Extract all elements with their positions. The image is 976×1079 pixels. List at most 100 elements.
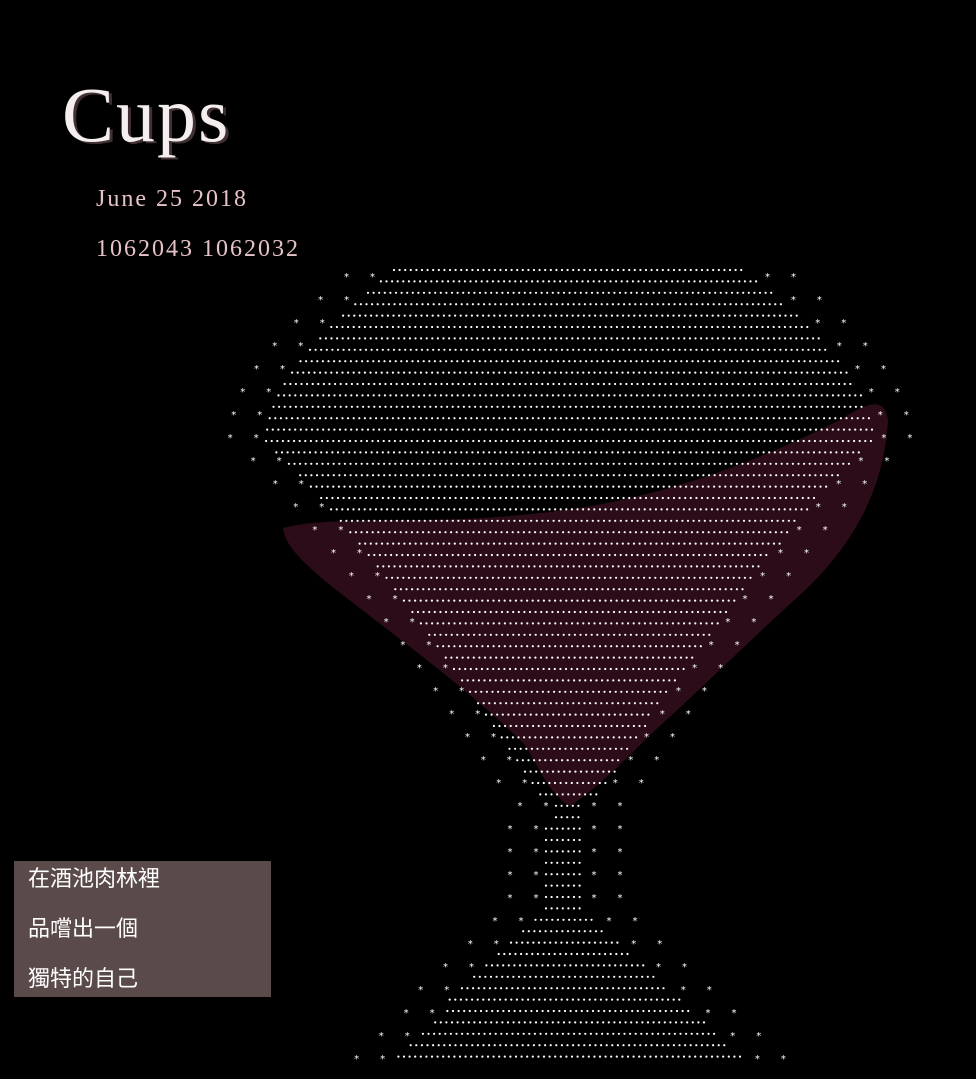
- glass-dot: [522, 485, 525, 488]
- glass-dot: [527, 565, 531, 568]
- glass-dot: [567, 736, 571, 739]
- poem-line-1: 在酒池肉林裡: [28, 867, 161, 892]
- glass-outline-asterisk: *: [277, 456, 282, 467]
- glass-dot: [587, 576, 590, 579]
- glass-dot: [425, 599, 428, 602]
- glass-dot: [330, 417, 333, 420]
- glass-dot: [604, 781, 607, 785]
- glass-dot: [712, 303, 715, 306]
- glass-dot: [778, 337, 781, 340]
- glass-outline-asterisk: *: [631, 939, 636, 950]
- glass-dot: [649, 542, 652, 545]
- glass-dot: [280, 451, 284, 454]
- glass-dot: [327, 462, 330, 465]
- glass-dot: [574, 405, 578, 408]
- glass-dot: [442, 325, 445, 329]
- glass-dot: [474, 1009, 477, 1013]
- glass-dot: [824, 348, 827, 351]
- glass-dot: [735, 588, 739, 591]
- glass-dot: [420, 496, 424, 500]
- glass-dot: [578, 1032, 581, 1035]
- glass-dot: [595, 565, 598, 568]
- glass-dot: [572, 987, 576, 990]
- glass-dot: [613, 633, 616, 636]
- glass-dot: [525, 667, 528, 671]
- glass-dot: [540, 975, 543, 978]
- glass-outline-asterisk: *: [816, 502, 821, 513]
- glass-dot: [622, 998, 625, 1001]
- glass-dot: [536, 952, 540, 956]
- glass-dot: [315, 462, 318, 465]
- glass-dot: [411, 462, 414, 465]
- glass-dot: [373, 553, 376, 557]
- glass-dot: [740, 451, 743, 454]
- glass-dot: [372, 360, 375, 363]
- glass-dot: [315, 474, 319, 477]
- glass-dot: [502, 405, 505, 408]
- glass-dot: [388, 439, 391, 443]
- glass-dot: [291, 371, 294, 374]
- glass-dot: [748, 405, 751, 408]
- glass-dot: [360, 462, 363, 465]
- glass-dot: [486, 508, 489, 511]
- glass-dot: [578, 930, 581, 933]
- glass-dot: [795, 314, 798, 317]
- glass-dot: [677, 622, 680, 625]
- glass-dot: [507, 964, 510, 967]
- glass-dot: [358, 325, 361, 329]
- glass-dot: [809, 360, 812, 363]
- glass-dot: [730, 462, 733, 465]
- glass-dot: [594, 702, 597, 705]
- glass-dot: [392, 496, 396, 500]
- glass-dot: [537, 325, 540, 329]
- glass-dot: [754, 382, 757, 386]
- glass-dot: [580, 519, 583, 522]
- glass-dot: [723, 303, 727, 306]
- glass-dot: [697, 1021, 700, 1024]
- glass-dot: [791, 462, 795, 465]
- glass-dot: [744, 508, 747, 511]
- glass-dot: [702, 610, 705, 614]
- glass-dot: [375, 314, 378, 317]
- glass-dot: [489, 485, 492, 488]
- glass-dot: [411, 360, 414, 363]
- glass-dot: [279, 417, 282, 420]
- glass-dot: [623, 462, 627, 465]
- glass-dot: [640, 485, 643, 488]
- glass-dot: [825, 360, 829, 363]
- glass-dot: [530, 690, 533, 693]
- glass-dot: [558, 553, 561, 557]
- glass-dot: [491, 690, 494, 693]
- glass-dot: [709, 553, 712, 557]
- glass-dot: [659, 1009, 662, 1013]
- glass-dot: [642, 382, 645, 386]
- glass-dot: [418, 382, 421, 386]
- glass-dot: [690, 1032, 693, 1035]
- glass-dot: [664, 1009, 667, 1013]
- glass-dot: [733, 542, 736, 545]
- glass-dot: [483, 565, 486, 568]
- glass-dot: [352, 337, 355, 340]
- glass-dot: [623, 1032, 626, 1035]
- glass-dot: [532, 941, 535, 944]
- glass-dot: [514, 667, 517, 671]
- glass-dot: [455, 303, 458, 306]
- glass-dot: [618, 1021, 622, 1024]
- glass-dot: [700, 451, 704, 454]
- glass-dot: [811, 417, 815, 420]
- glass-dot: [614, 1009, 617, 1013]
- glass-dot: [426, 496, 429, 500]
- glass-dot: [629, 656, 632, 659]
- glass-dot: [698, 519, 701, 522]
- glass-dot: [475, 622, 478, 625]
- glass-dot: [809, 428, 812, 431]
- glass-dot: [507, 1009, 511, 1013]
- glass-dot: [515, 542, 518, 545]
- glass-dot: [387, 348, 390, 351]
- glass-dot: [755, 508, 758, 511]
- glass-dot: [607, 1021, 610, 1024]
- glass-dot: [391, 371, 394, 374]
- glass-dot: [614, 690, 617, 693]
- glass-dot: [660, 599, 663, 602]
- glass-dot: [506, 736, 509, 739]
